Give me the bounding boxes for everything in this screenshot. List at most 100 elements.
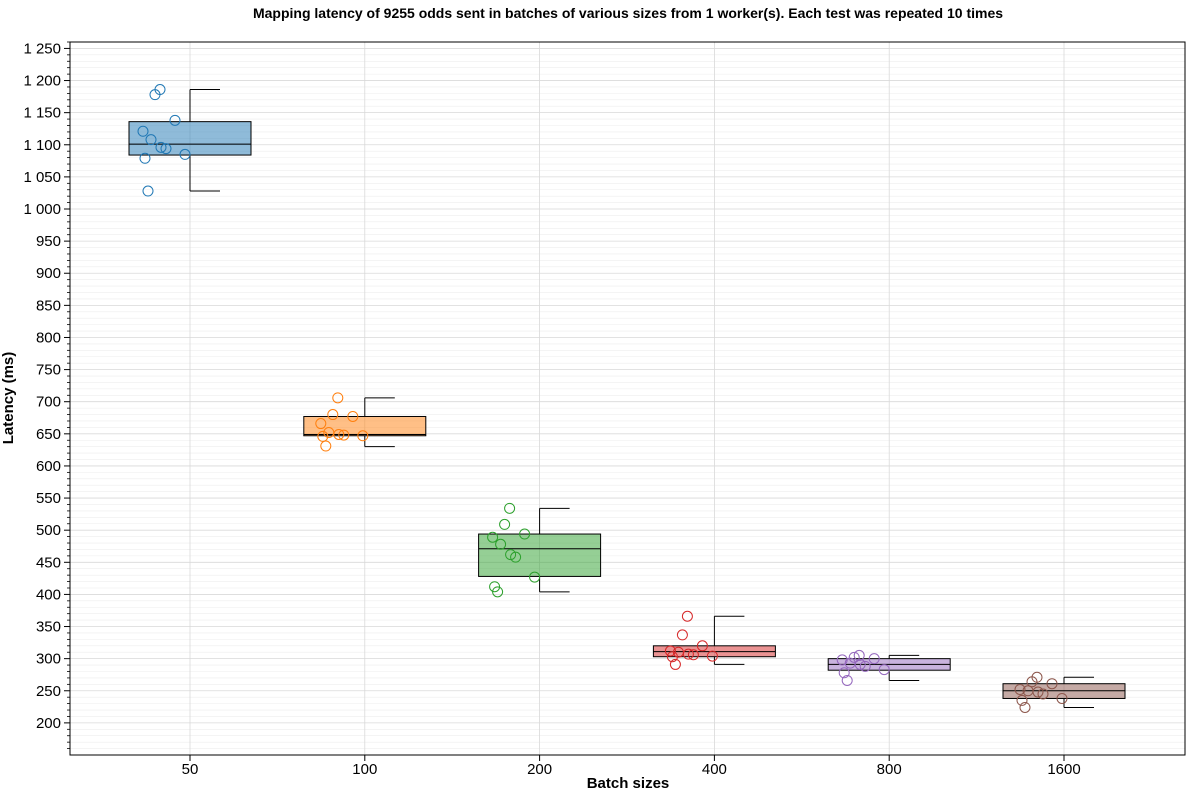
y-tick-label: 600 xyxy=(36,458,61,475)
x-tick-label: 200 xyxy=(527,761,552,778)
x-tick-label: 1600 xyxy=(1047,761,1080,778)
data-point xyxy=(499,518,511,530)
grid-lines xyxy=(70,41,1185,755)
y-tick-label: 950 xyxy=(36,233,61,250)
data-point xyxy=(169,114,181,126)
y-tick-label: 800 xyxy=(36,329,61,346)
box-group-50 xyxy=(128,84,252,197)
y-tick-label: 1 200 xyxy=(23,73,61,90)
data-point xyxy=(682,648,694,660)
box-group-200 xyxy=(478,502,602,598)
data-point xyxy=(519,528,531,540)
box-100 xyxy=(303,415,427,437)
data-point xyxy=(841,674,853,686)
data-point xyxy=(687,649,699,661)
y-tick-label: 450 xyxy=(36,554,61,571)
box-group-800 xyxy=(827,649,951,686)
plot-area xyxy=(128,84,1126,713)
data-point xyxy=(529,571,541,583)
y-tick-label: 700 xyxy=(36,394,61,411)
data-point xyxy=(332,392,344,404)
y-tick-label: 650 xyxy=(36,426,61,443)
box-200 xyxy=(478,533,602,577)
chart-title: Mapping latency of 9255 odds sent in bat… xyxy=(253,5,1003,21)
data-point xyxy=(149,89,161,101)
y-tick-label: 1 000 xyxy=(23,201,61,218)
data-point xyxy=(1016,694,1028,706)
y-tick-label: 1 100 xyxy=(23,137,61,154)
y-tick-label: 400 xyxy=(36,586,61,603)
y-tick-label: 1 050 xyxy=(23,169,61,186)
data-point xyxy=(317,430,329,442)
box-group-400 xyxy=(652,610,776,670)
data-point xyxy=(1014,683,1026,695)
data-point xyxy=(137,125,149,137)
data-point xyxy=(487,531,499,543)
x-axis-label: Batch sizes xyxy=(587,775,670,792)
data-point xyxy=(155,141,167,153)
data-point xyxy=(338,429,350,441)
data-point xyxy=(347,410,359,422)
y-tick-label: 900 xyxy=(36,265,61,282)
data-point xyxy=(142,185,154,197)
y-tick-label: 1 250 xyxy=(23,40,61,57)
x-tick-label: 400 xyxy=(702,761,727,778)
box-group-100 xyxy=(303,392,427,452)
y-tick-label: 200 xyxy=(36,715,61,732)
y-axis: 200 250 300 350 400 450 500 550 600 650 700 750 800 8… xyxy=(23,40,70,749)
data-point xyxy=(1056,692,1068,704)
y-tick-label: 250 xyxy=(36,683,61,700)
data-point xyxy=(1037,688,1049,700)
data-point xyxy=(320,440,332,452)
data-point xyxy=(333,428,345,440)
y-tick-label: 850 xyxy=(36,297,61,314)
data-point xyxy=(139,152,151,164)
data-point xyxy=(1046,678,1058,690)
data-point xyxy=(357,430,369,442)
y-tick-label: 500 xyxy=(36,522,61,539)
data-point xyxy=(1026,676,1038,688)
y-tick-label: 1 150 xyxy=(23,105,61,122)
data-point xyxy=(853,649,865,661)
data-point xyxy=(836,654,848,666)
data-point xyxy=(838,667,850,679)
data-point xyxy=(505,549,517,561)
data-point xyxy=(681,610,693,622)
y-axis-label: Latency (ms) xyxy=(0,352,17,445)
data-point xyxy=(489,581,501,593)
data-point xyxy=(706,650,718,662)
data-point xyxy=(664,645,676,657)
x-tick-label: 800 xyxy=(877,761,902,778)
data-point xyxy=(315,418,327,430)
data-point xyxy=(1032,686,1044,698)
box-group-1600 xyxy=(1002,671,1126,713)
data-point xyxy=(848,651,860,663)
box-50 xyxy=(128,121,252,156)
data-point xyxy=(1019,701,1031,713)
data-point xyxy=(859,660,871,672)
data-point xyxy=(495,538,507,550)
data-point xyxy=(666,651,678,663)
data-point xyxy=(179,148,191,160)
y-tick-label: 550 xyxy=(36,490,61,507)
x-tick-label: 100 xyxy=(352,761,377,778)
data-point xyxy=(145,134,157,146)
data-point xyxy=(492,586,504,598)
x-axis: 50 100 200 400 800 1600 xyxy=(182,755,1081,778)
data-point xyxy=(327,409,339,421)
data-point xyxy=(504,502,516,514)
data-point xyxy=(676,629,688,641)
data-point xyxy=(669,658,681,670)
data-point xyxy=(878,664,890,676)
y-tick-label: 350 xyxy=(36,619,61,636)
plot-frame xyxy=(69,41,1186,756)
data-point xyxy=(160,143,172,155)
data-point xyxy=(510,551,522,563)
y-tick-label: 750 xyxy=(36,362,61,379)
data-point xyxy=(696,640,708,652)
data-point xyxy=(854,658,866,670)
x-tick-label: 50 xyxy=(182,761,199,778)
data-point xyxy=(868,653,880,665)
y-tick-label: 300 xyxy=(36,651,61,668)
